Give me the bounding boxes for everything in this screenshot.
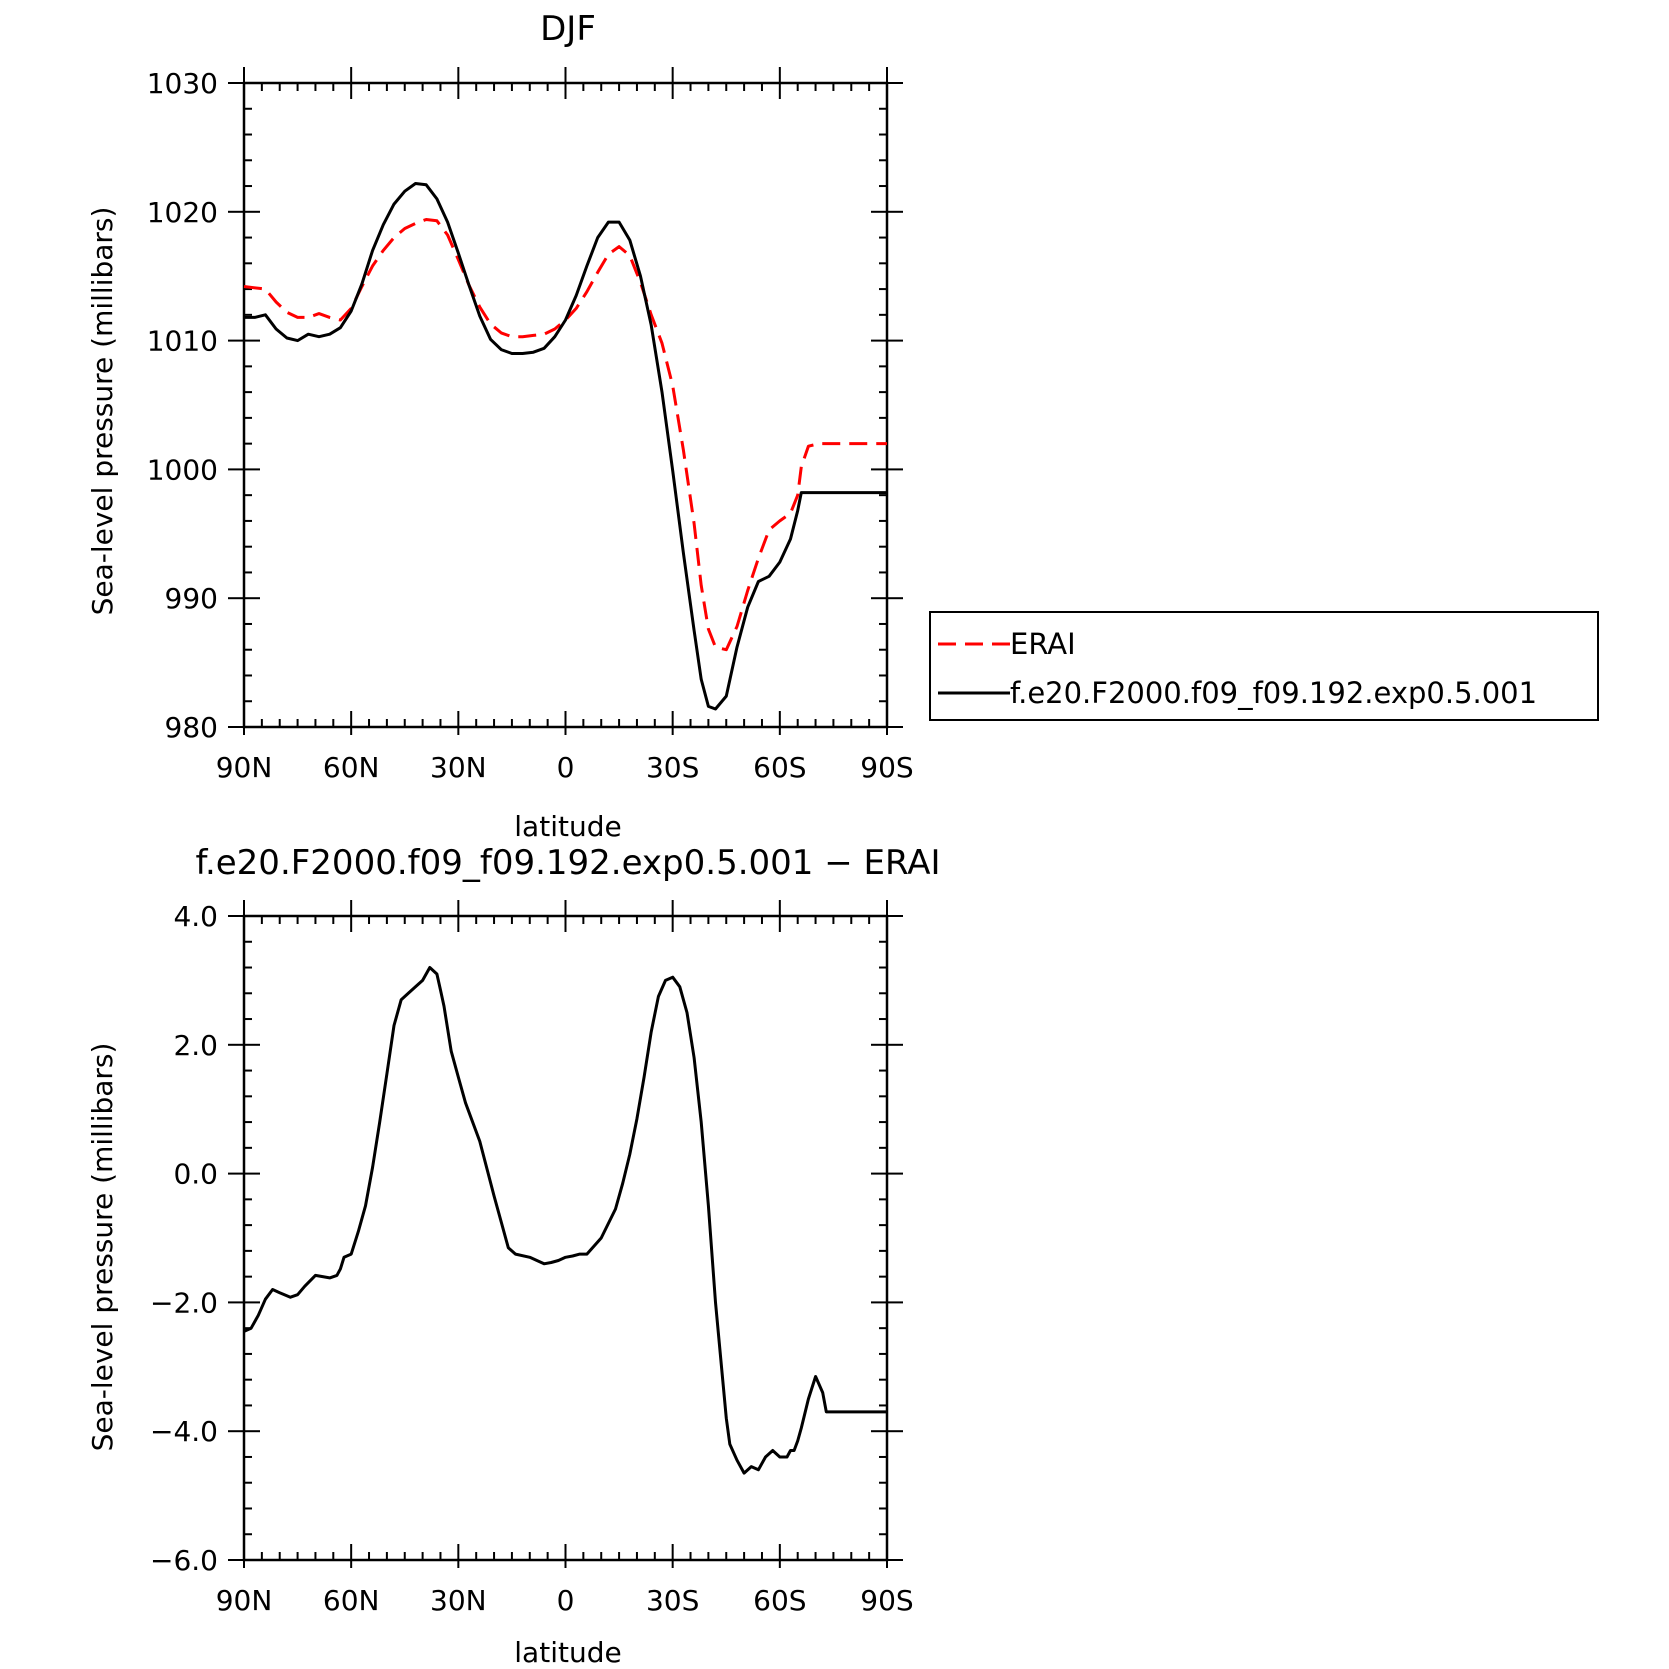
series-line-erai bbox=[243, 218, 887, 652]
plot-frame bbox=[242, 914, 889, 1562]
x-tick-label: 90N bbox=[216, 1584, 273, 1617]
y-tick-label: −6.0 bbox=[150, 1544, 218, 1577]
panel-bottom-ylabel: Sea-level pressure (millibars) bbox=[86, 1043, 119, 1452]
x-tick-label: 0 bbox=[557, 751, 575, 784]
legend: ERAI f.e20.F2000.f09_f09.192.exp0.5.001 bbox=[929, 611, 1599, 721]
x-tick-label: 60N bbox=[323, 1584, 380, 1617]
x-tick-label: 30S bbox=[646, 751, 699, 784]
y-tick-label: 4.0 bbox=[173, 900, 218, 933]
panel-top-title: DJF bbox=[540, 9, 596, 49]
y-tick-label: 980 bbox=[165, 711, 218, 744]
y-tick-label: 1020 bbox=[147, 196, 218, 229]
panel-top-xlabel: latitude bbox=[514, 810, 621, 843]
x-tick-label: 60S bbox=[753, 751, 806, 784]
y-tick-label: −4.0 bbox=[150, 1415, 218, 1448]
x-tick-label: 30S bbox=[646, 1584, 699, 1617]
x-tick-label: 30N bbox=[430, 1584, 487, 1617]
x-tick-label: 90N bbox=[216, 751, 273, 784]
y-tick-label: 2.0 bbox=[173, 1029, 218, 1062]
x-tick-label: 30N bbox=[430, 751, 487, 784]
x-tick-label: 60N bbox=[323, 751, 380, 784]
legend-label-erai: ERAI bbox=[1010, 627, 1076, 661]
y-tick-label: −2.0 bbox=[150, 1286, 218, 1319]
legend-label-model: f.e20.F2000.f09_f09.192.exp0.5.001 bbox=[1010, 676, 1537, 710]
plot-frame bbox=[242, 81, 889, 729]
panel-top-ylabel: Sea-level pressure (millibars) bbox=[86, 207, 119, 616]
y-tick-label: 0.0 bbox=[173, 1158, 218, 1191]
y-tick-label: 990 bbox=[165, 582, 218, 615]
x-tick-label: 60S bbox=[753, 1584, 806, 1617]
x-tick-label: 90S bbox=[860, 1584, 913, 1617]
series-line-model-difference bbox=[243, 966, 887, 1475]
series-line-model bbox=[244, 182, 887, 711]
panel-bottom: f.e20.F2000.f09_f09.192.exp0.5.001 − ERA… bbox=[86, 843, 941, 1669]
panel-bottom-title: f.e20.F2000.f09_f09.192.exp0.5.001 − ERA… bbox=[195, 843, 940, 883]
y-tick-label: 1010 bbox=[147, 325, 218, 358]
legend-box bbox=[929, 611, 1599, 721]
panel-top-plot: 90N 60N 30N 0 30S 60S 90S 980 990 1000 1010 1020 103… bbox=[147, 67, 914, 784]
panel-bottom-xlabel: latitude bbox=[514, 1636, 621, 1669]
panel-top: DJF 90N 60N 30N 0 30S 60S 90S 980 990 1000 1010 102… bbox=[86, 9, 914, 843]
panel-bottom-plot: 90N 60N 30N 0 30S 60S 90S −6.0 −4.0 −2.0 0.0 2.0 4.0 bbox=[150, 900, 914, 1617]
x-tick-label: 90S bbox=[860, 751, 913, 784]
y-tick-label: 1000 bbox=[147, 453, 218, 486]
y-tick-label: 1030 bbox=[147, 67, 218, 100]
x-tick-label: 0 bbox=[557, 1584, 575, 1617]
